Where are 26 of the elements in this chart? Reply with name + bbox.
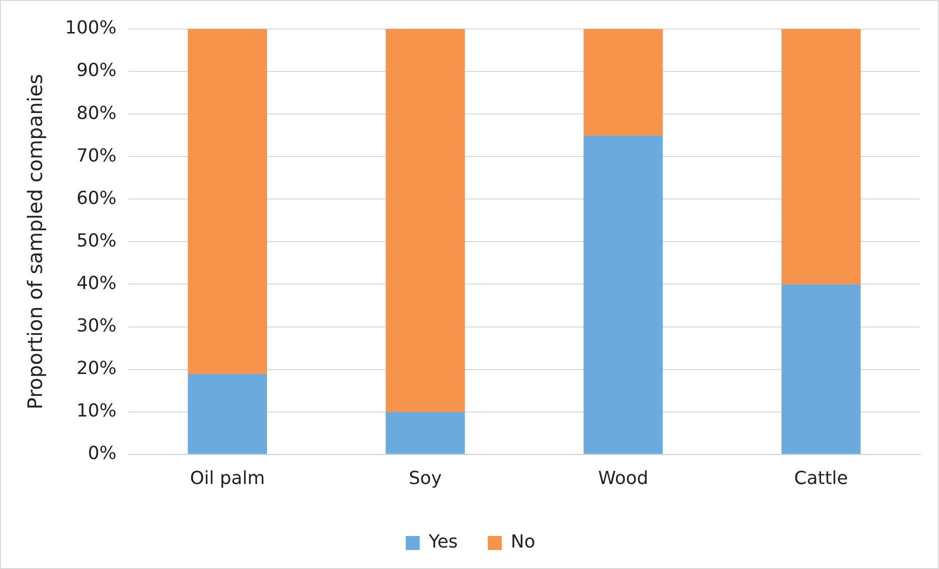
y-tick-label: 60% xyxy=(76,188,116,209)
y-tick-label: 40% xyxy=(76,272,116,294)
y-axis-title: Proportion of sampled companies xyxy=(23,74,48,410)
y-tick-label: 80% xyxy=(76,102,116,124)
bar xyxy=(188,374,267,454)
y-tick-label: 70% xyxy=(76,145,116,166)
y-tick-label: 90% xyxy=(76,60,116,82)
y-tick-label: 100% xyxy=(64,18,116,39)
bar xyxy=(584,29,663,136)
y-tick-label: 10% xyxy=(76,400,116,422)
legend-label: Yes xyxy=(428,532,458,553)
y-tick-label: 50% xyxy=(76,230,116,252)
legend-label: No xyxy=(510,532,536,553)
bar xyxy=(781,284,861,454)
x-tick-label: Soy xyxy=(408,468,442,489)
x-tick-label: Wood xyxy=(598,468,648,489)
y-tick-label: 30% xyxy=(76,315,116,336)
bar xyxy=(781,29,861,284)
bar xyxy=(386,29,465,412)
y-tick-label: 0% xyxy=(88,443,116,464)
x-tick-label: Oil palm xyxy=(190,468,265,489)
x-tick-label: Cattle xyxy=(794,468,848,489)
bar xyxy=(386,412,465,454)
bar xyxy=(188,29,267,374)
bar xyxy=(584,135,663,454)
y-tick-label: 20% xyxy=(76,358,116,379)
